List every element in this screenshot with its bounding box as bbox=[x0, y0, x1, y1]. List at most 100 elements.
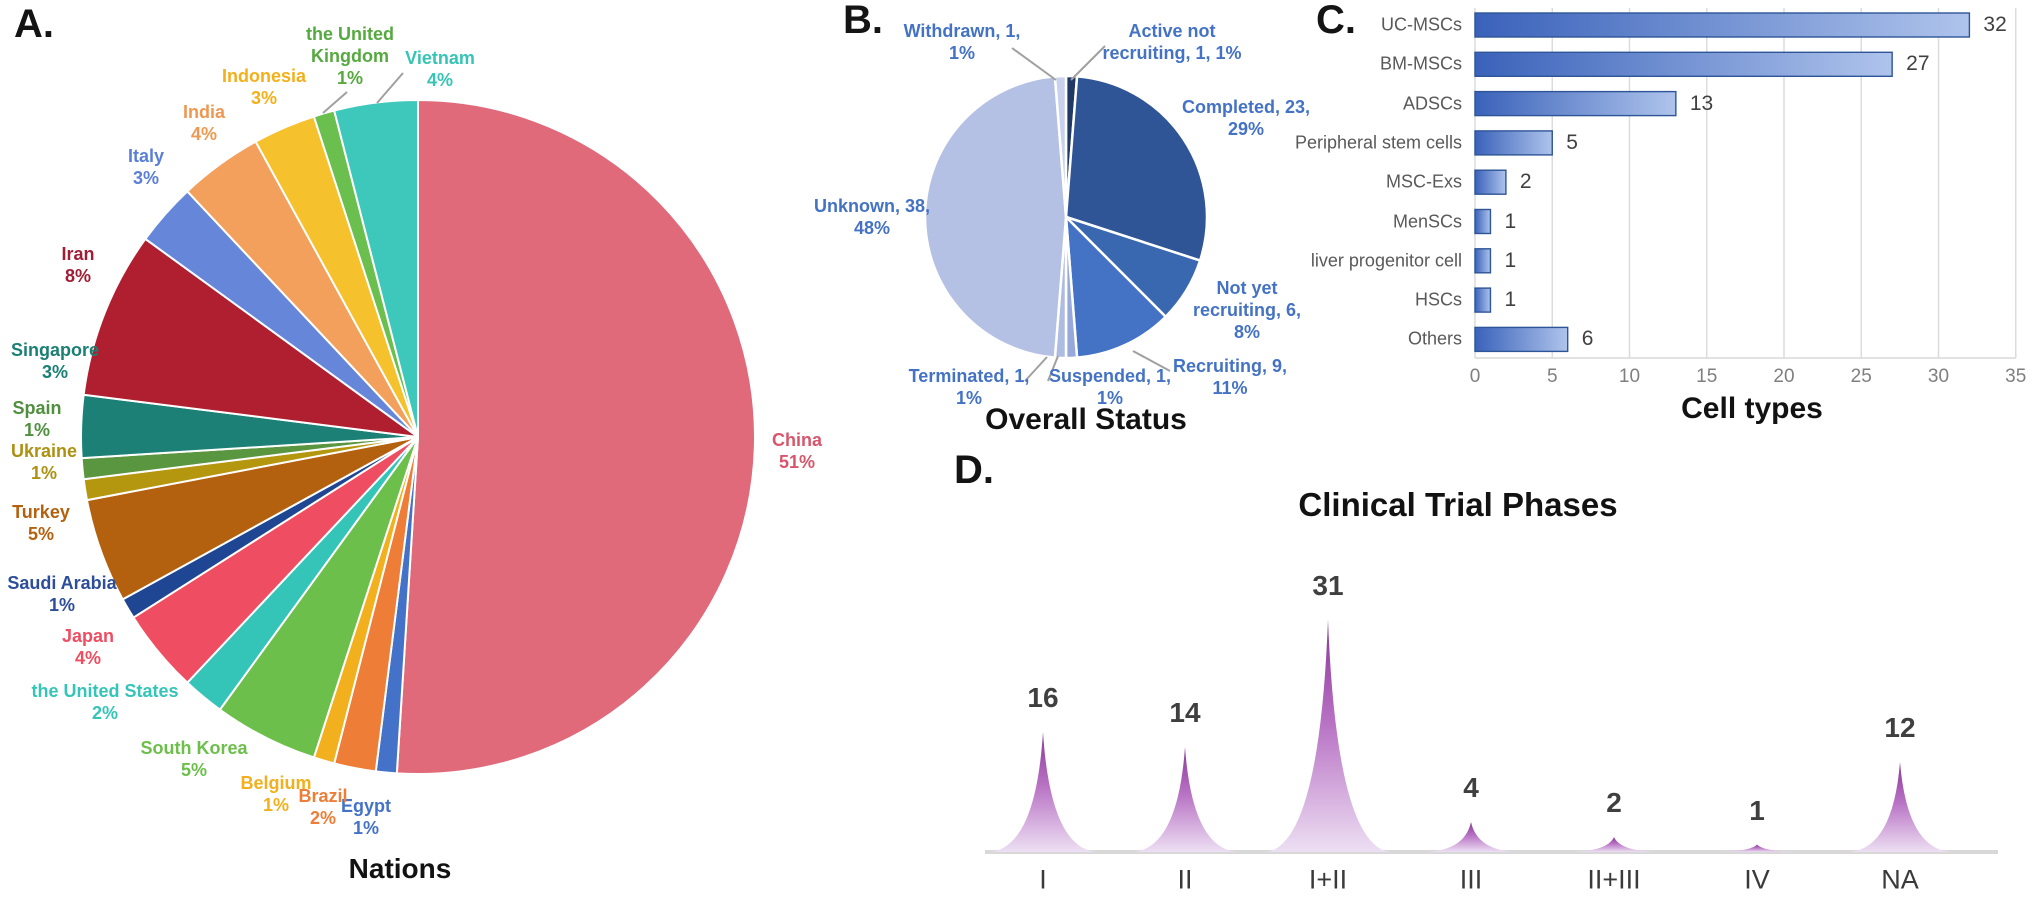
phase-label-iv: IV bbox=[1744, 864, 1770, 895]
nations-title: Nations bbox=[348, 853, 452, 884]
phase-label-ii: II bbox=[1177, 864, 1193, 895]
pie-a-label-the-united-states: the United States 2% bbox=[31, 681, 179, 723]
bar-category-peripheral-stem-cells: Peripheral stem cells bbox=[1294, 132, 1462, 153]
pie-b-label-terminated: Terminated, 1, 1% bbox=[908, 366, 1030, 408]
pie-a-label-japan: Japan 4% bbox=[61, 626, 115, 668]
cell-types-title: Cell types bbox=[1681, 392, 1823, 425]
pie-a-label-iran: Iran 8% bbox=[61, 244, 95, 286]
panel-c-tag: C. bbox=[1316, 0, 1356, 42]
bar-category-menscs: MenSCs bbox=[1392, 211, 1462, 231]
phase-label-i: I bbox=[1039, 864, 1047, 895]
pie-b-label-not-yet-recruiting: Not yet recruiting, 6, 8% bbox=[1192, 278, 1302, 342]
pie-a-label-spain: Spain 1% bbox=[12, 398, 62, 440]
bar-category-uc-mscs: UC-MSCs bbox=[1381, 14, 1462, 35]
x-tick-20: 20 bbox=[1773, 366, 1795, 387]
leader-line-3 bbox=[1070, 45, 1106, 81]
pie-a-label-italy: Italy 3% bbox=[127, 146, 165, 188]
bar-category-msc-exs: MSC-Exs bbox=[1386, 171, 1462, 192]
phase-label-ii-iii: II+III bbox=[1587, 864, 1641, 895]
bar-value-bm-mscs: 27 bbox=[1906, 52, 1930, 76]
peak-value-iv: 1 bbox=[1749, 794, 1765, 826]
bar-liver-progenitor-cell bbox=[1474, 248, 1492, 274]
x-tick-5: 5 bbox=[1546, 366, 1558, 387]
peak-i-ii bbox=[1266, 619, 1390, 852]
pie-a-label-turkey: Turkey 5% bbox=[12, 502, 70, 544]
peak-value-ii: 14 bbox=[1169, 696, 1201, 728]
bar-value-others: 6 bbox=[1581, 327, 1594, 351]
overall-status-title: Overall Status bbox=[985, 403, 1187, 436]
pie-b-label-completed: Completed, 23, 29% bbox=[1181, 97, 1311, 139]
pie-a-label-indonesia: Indonesia 3% bbox=[221, 66, 307, 108]
panel-b-tag: B. bbox=[843, 0, 883, 42]
peak-value-i-ii: 31 bbox=[1312, 569, 1344, 601]
peak-value-na: 12 bbox=[1884, 711, 1916, 743]
peak-iii bbox=[1424, 822, 1518, 852]
pie-a-slice-vietnam bbox=[333, 99, 419, 438]
nations-pie bbox=[80, 99, 756, 775]
pie-a-label-ukraine: Ukraine 1% bbox=[10, 441, 78, 483]
bar-adscs bbox=[1474, 90, 1677, 117]
x-tick-0: 0 bbox=[1469, 366, 1481, 387]
leader-lines bbox=[322, 45, 1171, 382]
bar-value-hscs: 1 bbox=[1504, 288, 1517, 312]
leader-line-5 bbox=[1047, 355, 1059, 382]
phase-label-iii: III bbox=[1459, 864, 1483, 895]
leader-line-1 bbox=[376, 72, 404, 104]
peak-value-iii: 4 bbox=[1463, 771, 1479, 803]
peak-i bbox=[990, 732, 1096, 852]
peak-ii-iii bbox=[1568, 837, 1660, 852]
pie-b-label-withdrawn: Withdrawn, 1, 1% bbox=[903, 21, 1021, 63]
peak-value-i: 16 bbox=[1027, 681, 1059, 713]
pie-b-slice-completed bbox=[1064, 75, 1209, 262]
bar-value-uc-mscs: 32 bbox=[1983, 13, 2007, 36]
peak-ii bbox=[1133, 747, 1237, 852]
pie-a-label-belgium: Belgium 1% bbox=[240, 773, 312, 815]
cell-types-bar-chart bbox=[1474, 8, 2017, 359]
x-tick-30: 30 bbox=[1927, 366, 1950, 387]
peak-iv bbox=[1712, 844, 1802, 852]
bar-value-msc-exs: 2 bbox=[1519, 170, 1532, 194]
bar-value-peripheral-stem-cells: 5 bbox=[1566, 130, 1578, 154]
pie-b-slice-unknown bbox=[923, 75, 1068, 359]
leader-line-4 bbox=[1132, 350, 1171, 372]
pie-a-label-saudi-arabia: Saudi Arabia 1% bbox=[7, 573, 117, 615]
panel-a-tag: A. bbox=[14, 2, 54, 46]
pie-a-label-the-united-kingdom: the United Kingdom 1% bbox=[306, 24, 394, 88]
leader-line-0 bbox=[322, 91, 348, 114]
bar-category-bm-mscs: BM-MSCs bbox=[1380, 53, 1462, 74]
pie-a-label-china: China 51% bbox=[771, 430, 823, 472]
pie-b-label-suspended: Suspended, 1, 1% bbox=[1048, 366, 1172, 408]
pie-a-slice-china bbox=[395, 99, 756, 775]
x-tick-25: 25 bbox=[1850, 366, 1872, 387]
bar-hscs bbox=[1474, 287, 1492, 313]
bar-category-others: Others bbox=[1407, 328, 1462, 349]
bar-category-hscs: HSCs bbox=[1414, 289, 1462, 310]
pie-a-label-egypt: Egypt 1% bbox=[340, 796, 392, 838]
bar-value-liver-progenitor-cell: 1 bbox=[1504, 248, 1517, 272]
clinical-trial-phases-title: Clinical Trial Phases bbox=[1298, 486, 1618, 523]
pie-a-label-singapore: Singapore 3% bbox=[10, 340, 100, 382]
bar-category-liver-progenitor-cell: liver progenitor cell bbox=[1310, 250, 1462, 271]
bar-others bbox=[1474, 326, 1569, 353]
bar-msc-exs bbox=[1474, 169, 1507, 195]
x-tick-35: 35 bbox=[2005, 366, 2027, 387]
pie-a-label-vietnam: Vietnam 4% bbox=[405, 48, 475, 90]
panel-d-tag: D. bbox=[954, 448, 994, 492]
pie-b-label-active-not-recruiting: Active not recruiting, 1, 1% bbox=[1102, 21, 1242, 63]
bar-uc-mscs bbox=[1474, 12, 1971, 38]
pie-a-label-india: India 4% bbox=[182, 102, 226, 144]
clinical-trial-phases-chart bbox=[985, 619, 1998, 854]
bar-menscs bbox=[1474, 208, 1492, 235]
peak-value-ii-iii: 2 bbox=[1606, 786, 1622, 818]
pie-a-slice-iran bbox=[82, 237, 419, 438]
leader-line-6 bbox=[1024, 356, 1048, 382]
peak-na bbox=[1849, 762, 1951, 852]
bar-bm-mscs bbox=[1474, 51, 1893, 77]
pie-b-label-recruiting: Recruiting, 9, 11% bbox=[1172, 356, 1288, 398]
phase-label-i-ii: I+II bbox=[1308, 864, 1348, 895]
pie-b-slice-recruiting bbox=[1064, 215, 1167, 359]
bar-peripheral-stem-cells bbox=[1474, 130, 1553, 156]
phase-label-na: NA bbox=[1881, 864, 1919, 895]
